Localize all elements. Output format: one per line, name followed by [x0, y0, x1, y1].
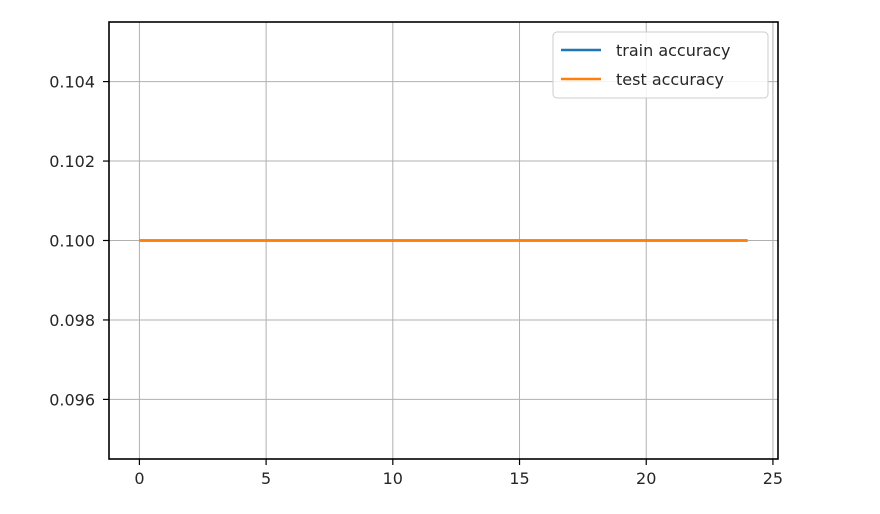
x-tick-label: 5	[261, 469, 271, 488]
y-tick-label: 0.098	[49, 311, 95, 330]
legend: train accuracy test accuracy	[552, 31, 769, 99]
x-tick-label: 15	[509, 469, 529, 488]
y-tick-label: 0.104	[49, 73, 95, 92]
legend-box	[552, 31, 769, 99]
x-tick-label: 25	[763, 469, 783, 488]
y-tick-label: 0.102	[49, 152, 95, 171]
legend-label: train accuracy	[616, 41, 731, 60]
y-tick-label: 0.100	[49, 232, 95, 251]
y-axis: 0.096 0.098 0.100 0.102 0.104	[49, 73, 109, 409]
x-tick-label: 20	[636, 469, 656, 488]
legend-label: test accuracy	[616, 70, 724, 89]
y-tick-label: 0.096	[49, 390, 95, 409]
x-tick-label: 0	[134, 469, 144, 488]
x-tick-label: 10	[383, 469, 403, 488]
x-axis: 0 5 10 15 20 25	[134, 459, 783, 488]
